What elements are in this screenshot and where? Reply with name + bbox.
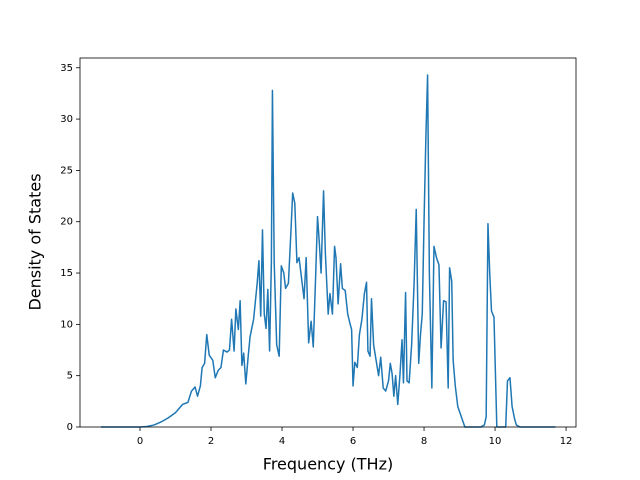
x-tick-label: 6	[350, 436, 356, 447]
x-tick-label: 4	[279, 436, 285, 447]
y-tick-label: 20	[60, 217, 73, 228]
x-tick-label: 2	[208, 436, 214, 447]
plot-frame	[79, 57, 577, 428]
y-tick-label: 25	[60, 165, 73, 176]
y-tick-label: 0	[67, 422, 73, 433]
x-axis-label: Frequency (THz)	[263, 455, 393, 474]
y-axis-label: Density of States	[26, 173, 45, 310]
x-tick-label: 12	[560, 436, 573, 447]
y-tick-label: 5	[67, 371, 73, 382]
y-tick-label: 15	[60, 268, 73, 279]
x-tick-label: 0	[137, 436, 143, 447]
line	[100, 74, 556, 428]
y-tick-label: 35	[60, 63, 73, 74]
y-tick-label: 10	[60, 319, 73, 330]
y-tick-label: 30	[60, 114, 73, 125]
x-tick-label: 8	[421, 436, 427, 447]
x-tick-label: 10	[489, 436, 502, 447]
